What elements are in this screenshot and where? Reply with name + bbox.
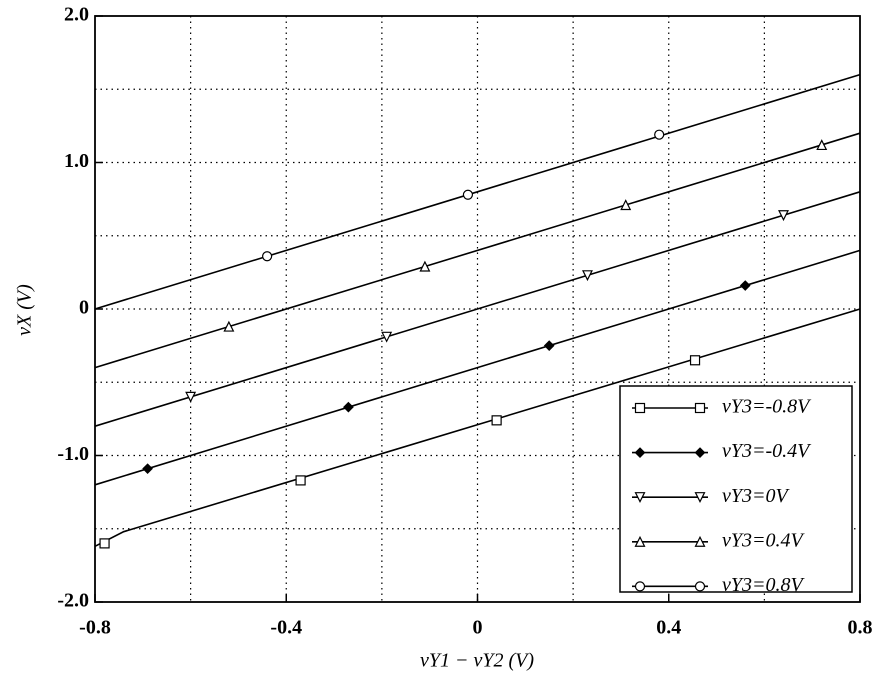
legend-label: vY3=-0.4V — [722, 440, 812, 462]
y-tick-label: -2.0 — [57, 590, 89, 612]
marker — [634, 581, 646, 592]
x-tick-label: 0 — [473, 617, 483, 639]
marker — [654, 129, 665, 140]
legend-box — [619, 385, 853, 593]
series-line — [94, 191, 861, 427]
marker — [543, 340, 555, 351]
marker — [634, 447, 646, 458]
y-tick-label: 0 — [79, 297, 89, 319]
marker — [634, 535, 646, 547]
marker — [223, 320, 235, 332]
x-tick-label: -0.4 — [270, 617, 302, 639]
x-axis-label: vY1 − vY2 (V) — [420, 650, 534, 672]
marker — [262, 251, 273, 262]
series-line — [94, 249, 861, 486]
marker — [99, 538, 110, 549]
marker — [634, 402, 646, 414]
marker — [694, 402, 706, 414]
marker — [581, 270, 593, 282]
legend-label: vY3=0.8V — [722, 574, 805, 596]
y-tick-label: 2.0 — [64, 4, 89, 26]
legend-label: vY3=0V — [722, 485, 790, 507]
marker — [694, 447, 706, 458]
x-tick-label: 0.4 — [656, 617, 681, 639]
marker — [343, 401, 354, 413]
marker — [295, 475, 306, 486]
x-tick-label: -0.8 — [79, 617, 111, 639]
marker — [816, 139, 828, 151]
series-line — [94, 73, 861, 310]
marker — [694, 535, 706, 547]
marker — [694, 492, 706, 504]
marker — [185, 391, 197, 403]
x-tick-label: 0.8 — [848, 617, 873, 639]
marker — [739, 280, 751, 291]
marker — [689, 355, 701, 366]
marker — [142, 463, 153, 475]
y-tick-label: -1.0 — [57, 443, 89, 465]
y-tick-label: 1.0 — [64, 150, 89, 172]
marker — [419, 260, 431, 272]
marker — [694, 581, 706, 592]
marker — [778, 210, 789, 222]
legend-label: vY3=-0.8V — [722, 396, 812, 418]
legend-label: vY3=0.4V — [722, 529, 805, 551]
marker — [634, 492, 646, 504]
y-axis-label: vX (V) — [14, 284, 36, 336]
marker — [381, 331, 393, 343]
series-line — [94, 132, 861, 369]
marker — [462, 189, 474, 200]
marker — [620, 199, 632, 211]
marker — [491, 415, 502, 426]
